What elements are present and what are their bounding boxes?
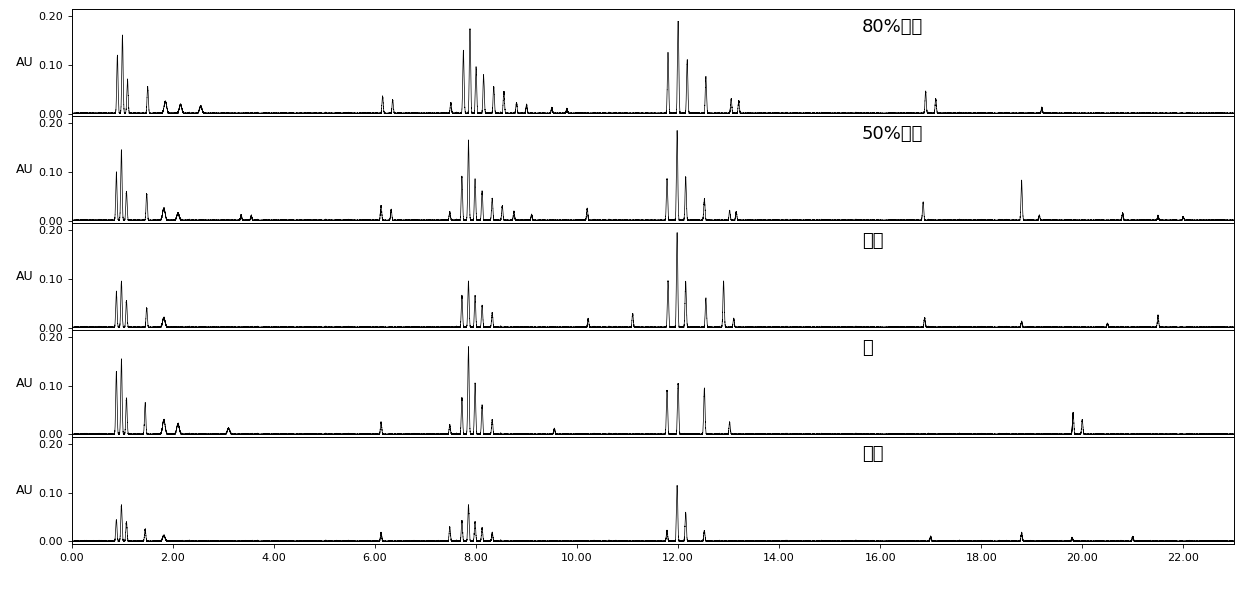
Y-axis label: AU: AU [15, 163, 33, 176]
Text: 乙醇: 乙醇 [862, 445, 883, 463]
Y-axis label: AU: AU [15, 56, 33, 69]
Text: 50%甲醇: 50%甲醇 [862, 124, 924, 142]
Text: 80%甲醇: 80%甲醇 [862, 17, 924, 35]
Y-axis label: AU: AU [15, 484, 33, 497]
Text: 水: 水 [862, 338, 873, 356]
Y-axis label: AU: AU [15, 377, 33, 390]
Text: 甲醇: 甲醇 [862, 231, 883, 249]
Y-axis label: AU: AU [15, 270, 33, 283]
